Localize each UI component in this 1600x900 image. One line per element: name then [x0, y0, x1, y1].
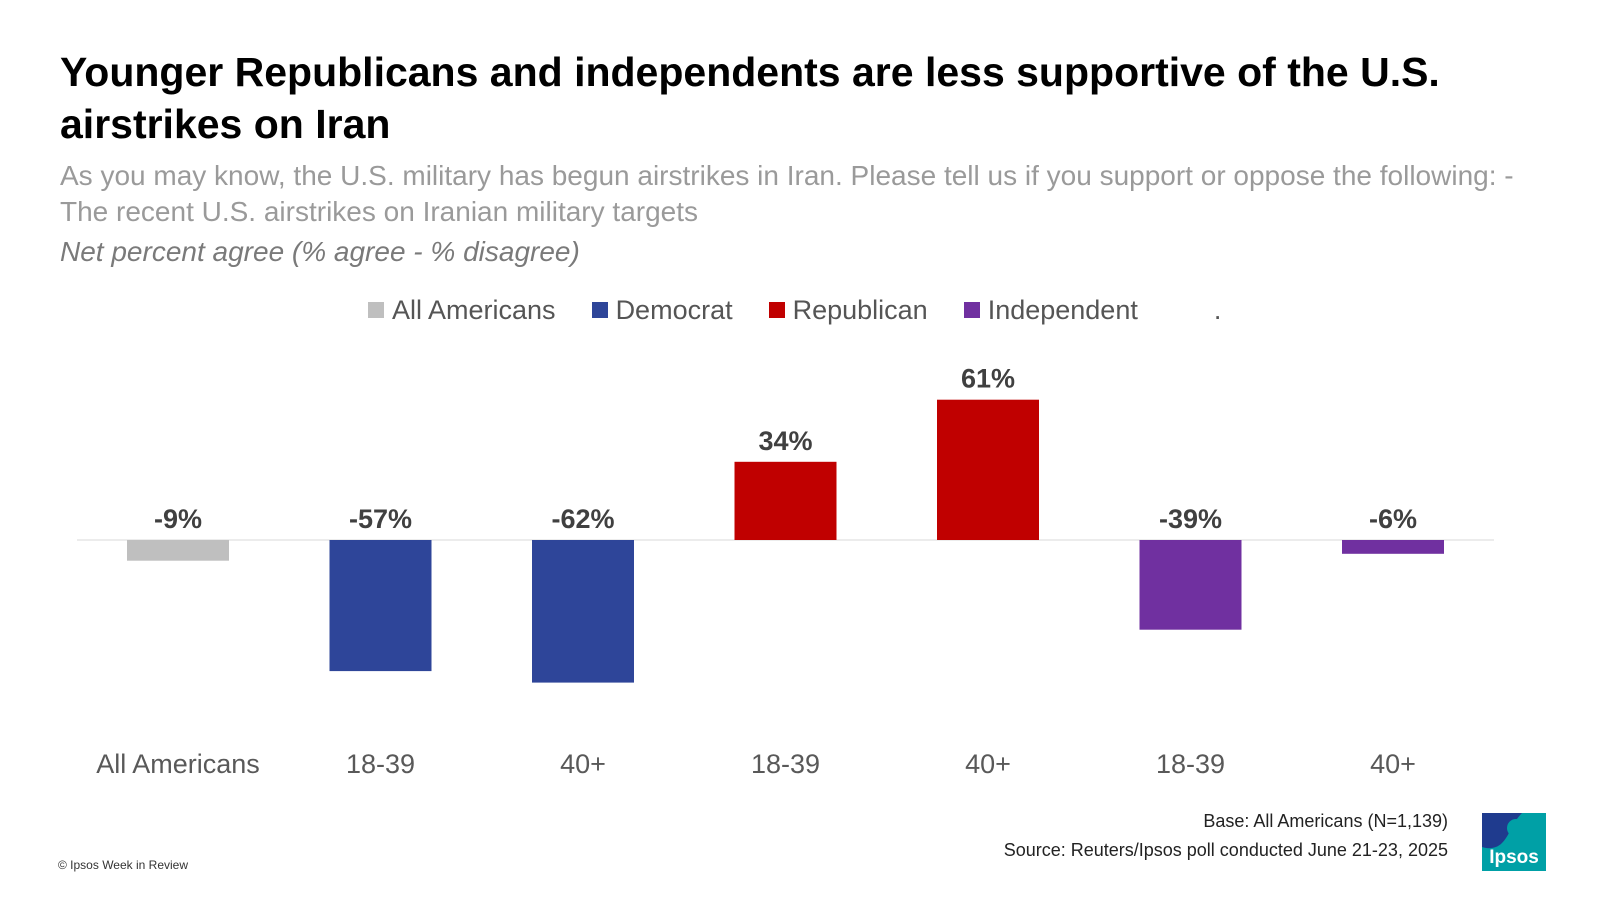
x-tick-label-5: 18-39 — [1156, 749, 1225, 779]
data-label-1: -57% — [349, 504, 412, 534]
x-tick-label-0: All Americans — [96, 749, 260, 779]
data-label-5: -39% — [1159, 504, 1222, 534]
legend-item-republican: Republican — [768, 294, 928, 326]
copyright-text: © Ipsos Week in Review — [58, 858, 189, 872]
source-note: Source: Reuters/Ipsos poll conducted Jun… — [1003, 840, 1448, 860]
bar-2 — [532, 540, 634, 683]
chart-title: Younger Republicans and independents are… — [60, 49, 1440, 147]
logo-head-shape — [1507, 819, 1525, 837]
legend-label: Democrat — [615, 294, 733, 325]
logo-text: Ipsos — [1489, 847, 1539, 868]
data-label-2: -62% — [551, 504, 614, 534]
bar-3 — [734, 461, 837, 540]
data-label-3: 34% — [758, 426, 812, 456]
bar-4 — [937, 399, 1039, 540]
legend-swatch-democrat — [591, 302, 608, 318]
bar-0 — [127, 540, 229, 561]
base-note: Base: All Americans (N=1,139) — [1203, 811, 1448, 831]
data-label-4: 61% — [961, 364, 1015, 394]
x-tick-label-2: 40+ — [560, 749, 606, 779]
legend-label: Republican — [792, 294, 928, 325]
legend-item-independent: Independent — [963, 294, 1138, 326]
legend-trailing-dot: . — [1213, 294, 1222, 325]
legend-item-all-americans: All Americans — [368, 295, 556, 326]
x-tick-label-3: 18-39 — [751, 749, 820, 779]
measure-label: Net percent agree (% agree - % disagree) — [60, 236, 580, 267]
x-tick-label-1: 18-39 — [346, 749, 415, 779]
chart-subtitle: As you may know, the U.S. military has b… — [60, 160, 1514, 227]
bar-5 — [1139, 540, 1242, 630]
legend-swatch-republican — [768, 302, 785, 318]
legend-swatch-all-americans — [368, 302, 384, 318]
legend-label: Independent — [987, 294, 1138, 325]
ipsos-logo: Ipsos — [1482, 813, 1546, 871]
bar-1 — [329, 540, 432, 672]
legend-label: All Americans — [392, 294, 556, 325]
bar-6 — [1342, 540, 1444, 554]
chart-legend: All Americans Democrat Republican Indepe… — [368, 290, 1221, 330]
legend-swatch-independent — [963, 302, 980, 318]
x-tick-label-4: 40+ — [965, 749, 1011, 779]
x-tick-label-6: 40+ — [1370, 749, 1416, 779]
data-label-6: -6% — [1369, 504, 1417, 534]
data-label-0: -9% — [154, 504, 202, 534]
bar-chart: -9% All Americans -57% 18-39 -62% 40+ 34% 18-39… — [77, 364, 1494, 779]
legend-item-democrat: Democrat — [591, 294, 733, 326]
